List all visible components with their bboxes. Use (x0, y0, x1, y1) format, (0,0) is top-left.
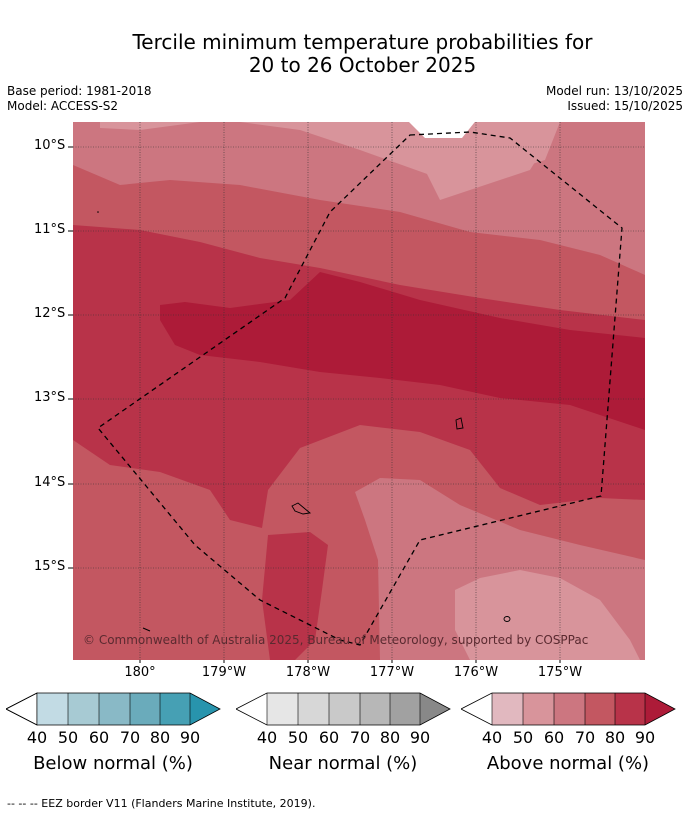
colorbar-above-over (645, 693, 675, 725)
title-line-2: 20 to 26 October 2025 (248, 53, 477, 77)
island-northwest (97, 211, 99, 213)
lat-label-13s: 13°S (34, 390, 66, 405)
colorbar-above-under (461, 693, 492, 725)
contour-50-60-south (455, 570, 640, 660)
axis-ticks (68, 146, 561, 663)
colorbar-near-80 (390, 693, 420, 725)
issued-date: Issued: 15/10/2025 (567, 99, 683, 113)
tick-label: 80 (379, 728, 401, 747)
tick-label: 40 (26, 728, 48, 747)
tick-label: 50 (287, 728, 309, 747)
island-central (291, 502, 312, 515)
colorbar-above-50 (523, 693, 554, 725)
title-line-1: Tercile minimum temperature probabilitie… (132, 30, 593, 54)
colorbar-below-60 (99, 693, 130, 725)
model-name: Model: ACCESS-S2 (7, 99, 119, 113)
tick-label: 60 (543, 728, 565, 747)
meta-right: Model run: 13/10/2025 Issued: 15/10/2025 (546, 84, 683, 114)
contour-50-60-north-b (410, 122, 560, 200)
colorbar-below-under (6, 692, 38, 726)
island-southwest (142, 627, 151, 632)
colorbar-above-40 (492, 693, 523, 725)
colorbar-below-over (190, 693, 220, 725)
copyright-notice: © Commonwealth of Australia 2025, Bureau… (83, 633, 589, 647)
probability-contours (73, 122, 645, 660)
tick-label: 60 (318, 728, 340, 747)
colorbar-above (461, 692, 676, 726)
colorbar-near-over (420, 693, 450, 725)
contour-80-90-south (262, 532, 328, 660)
contour-90-plus (160, 272, 645, 430)
tick-label: 40 (481, 728, 503, 747)
lat-label-10s: 10°S (34, 138, 66, 153)
tick-label: 90 (634, 728, 656, 747)
probability-map (68, 118, 645, 663)
colorbar-below-80 (160, 693, 190, 725)
tick-label: 50 (512, 728, 534, 747)
colorbar-near (236, 692, 451, 726)
base-period: Base period: 1981-2018 (7, 84, 152, 98)
near-normal-label: Near normal (%) (268, 753, 418, 774)
colorbar-below (6, 692, 221, 726)
colorbar-above-70 (585, 693, 615, 725)
lon-label-178w: 178°W (285, 665, 331, 680)
tick-label: 40 (256, 728, 278, 747)
colorbar-near-70 (360, 693, 390, 725)
below-normal-label: Below normal (%) (33, 753, 193, 774)
island-east (455, 417, 464, 430)
tick-label: 70 (349, 728, 371, 747)
colorbar-near-under (236, 693, 267, 725)
tick-label: 80 (604, 728, 626, 747)
lat-label-15s: 15°S (34, 559, 66, 574)
tick-label: 80 (149, 728, 171, 747)
model-run: Model run: 13/10/2025 (545, 84, 683, 98)
lon-label-179w: 179°W (201, 665, 247, 680)
colorbar-above-80 (615, 693, 645, 725)
tick-label: 70 (574, 728, 596, 747)
colorbar-below-70 (130, 693, 160, 725)
lon-label-176w: 176°W (453, 665, 499, 680)
tick-label: 60 (88, 728, 110, 747)
meta-left: Base period: 1981-2018 Model: ACCESS-S2 (7, 84, 152, 114)
lon-label-177w: 177°W (369, 665, 415, 680)
island-southeast (503, 616, 511, 622)
colorbar-near-50 (298, 693, 329, 725)
colorbar-below-50 (68, 693, 99, 725)
tick-label: 50 (57, 728, 79, 747)
tick-label: 90 (409, 728, 431, 747)
map-title: Tercile minimum temperature probabilitie… (0, 31, 690, 77)
above-normal-label: Above normal (%) (486, 753, 650, 774)
colorbar-near-60 (329, 693, 360, 725)
lon-label-175w: 175°W (537, 665, 583, 680)
colorbar-above-60 (554, 693, 585, 725)
eez-footnote: -- -- -- EEZ border V11 (Flanders Marine… (7, 797, 316, 810)
lat-label-11s: 11°S (34, 222, 66, 237)
lat-label-14s: 14°S (34, 475, 66, 490)
graticule (73, 122, 645, 660)
tick-label: 70 (119, 728, 141, 747)
lon-label-180: 180° (124, 665, 156, 680)
colorbar-near-40 (267, 693, 298, 725)
lat-label-12s: 12°S (34, 306, 66, 321)
eez-border (97, 131, 623, 646)
tick-label: 90 (179, 728, 201, 747)
colorbar-below-40 (37, 693, 68, 725)
